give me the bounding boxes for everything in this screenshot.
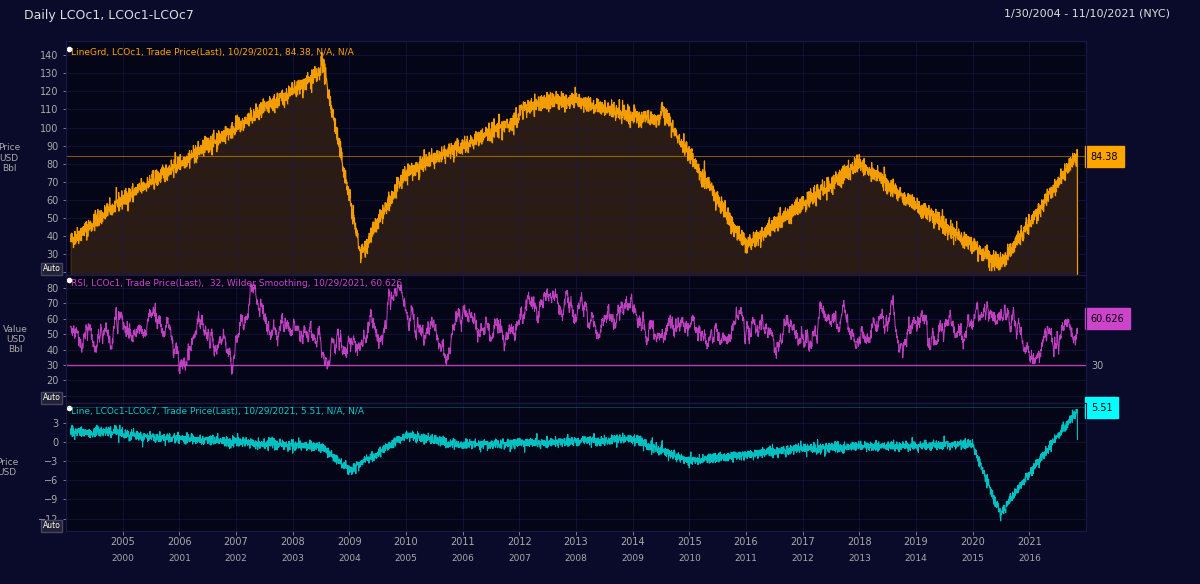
Text: 2000: 2000 — [112, 554, 134, 564]
Text: Line, LCOc1-LCOc7, Trade Price(Last), 10/29/2021, 5.51, N/A, N/A: Line, LCOc1-LCOc7, Trade Price(Last), 10… — [71, 407, 364, 416]
Text: 2005: 2005 — [395, 554, 418, 564]
Text: 2001: 2001 — [168, 554, 191, 564]
Text: 2002: 2002 — [224, 554, 247, 564]
Y-axis label: Price
USD
Bbl: Price USD Bbl — [0, 143, 20, 173]
Text: LineGrd, LCOc1, Trade Price(Last), 10/29/2021, 84.38, N/A, N/A: LineGrd, LCOc1, Trade Price(Last), 10/29… — [71, 48, 354, 57]
Text: 1/30/2004 - 11/10/2021 (NYC): 1/30/2004 - 11/10/2021 (NYC) — [1004, 9, 1170, 19]
Text: 2007: 2007 — [508, 554, 530, 564]
Text: Daily LCOc1, LCOc1-LCOc7: Daily LCOc1, LCOc1-LCOc7 — [24, 9, 194, 22]
Text: 2009: 2009 — [622, 554, 644, 564]
Text: 2004: 2004 — [338, 554, 361, 564]
Text: 2016: 2016 — [1018, 554, 1040, 564]
Text: 2008: 2008 — [564, 554, 588, 564]
Text: Auto: Auto — [43, 393, 61, 402]
Text: 2010: 2010 — [678, 554, 701, 564]
Text: 2013: 2013 — [848, 554, 871, 564]
Text: Auto: Auto — [43, 264, 61, 273]
Text: 2014: 2014 — [905, 554, 928, 564]
Text: 2011: 2011 — [734, 554, 757, 564]
Text: 2003: 2003 — [281, 554, 304, 564]
Y-axis label: Price
USD: Price USD — [0, 458, 18, 477]
Text: RSI, LCOc1, Trade Price(Last),  32, Wilder Smoothing, 10/29/2021, 60.626: RSI, LCOc1, Trade Price(Last), 32, Wilde… — [71, 279, 402, 288]
Text: 2006: 2006 — [451, 554, 474, 564]
Text: 2015: 2015 — [961, 554, 984, 564]
Text: Auto: Auto — [43, 521, 61, 530]
Text: 2012: 2012 — [791, 554, 814, 564]
Y-axis label: Value
USD
Bbl: Value USD Bbl — [2, 325, 28, 354]
